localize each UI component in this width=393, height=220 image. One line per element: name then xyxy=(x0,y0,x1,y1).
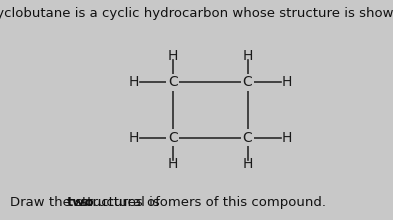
Text: H: H xyxy=(242,49,253,63)
Text: C: C xyxy=(243,75,252,90)
Text: C: C xyxy=(168,75,178,90)
Text: H: H xyxy=(282,130,292,145)
Text: two: two xyxy=(67,196,95,209)
Text: H: H xyxy=(242,157,253,171)
Text: H: H xyxy=(168,49,178,63)
Text: H: H xyxy=(129,75,139,90)
Text: H: H xyxy=(129,130,139,145)
Text: Draw the structures of: Draw the structures of xyxy=(10,196,164,209)
Text: structural isomers of this compound.: structural isomers of this compound. xyxy=(76,196,326,209)
Text: C: C xyxy=(168,130,178,145)
Text: Cyclobutane is a cyclic hydrocarbon whose structure is shown.: Cyclobutane is a cyclic hydrocarbon whos… xyxy=(0,7,393,20)
Text: C: C xyxy=(243,130,252,145)
Text: H: H xyxy=(168,157,178,171)
Text: H: H xyxy=(282,75,292,90)
